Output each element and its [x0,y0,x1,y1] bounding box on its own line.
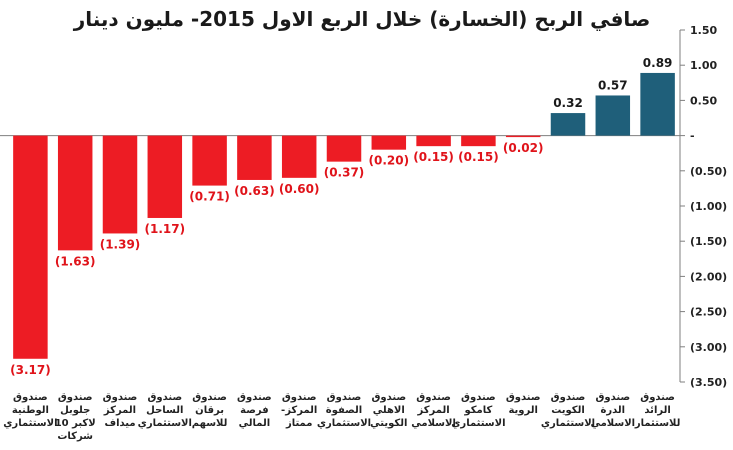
y-tick-label: - [690,130,695,143]
category-label: الاهلي [373,405,405,416]
category-label: صندوق [192,392,227,403]
category-label: لاكبر 10 [55,418,96,429]
y-tick-label: (3.00) [690,341,727,354]
category-label: الكويت [551,405,585,416]
bar-value-label: 0.89 [643,56,673,70]
category-label: صندوق [13,392,48,403]
category-label: صندوق [461,392,496,403]
bar [13,135,48,359]
category-label: الرائد [644,405,670,416]
category-label: الساحل [146,405,183,416]
bar-value-label: (0.71) [189,190,230,204]
category-label: برقان [195,405,224,416]
bar-value-label: 0.57 [598,78,628,92]
bar [102,135,138,234]
bar-value-label: (0.63) [234,184,275,198]
bar [192,135,227,186]
category-label: جلوبل [60,405,90,416]
category-label: الصفوة [326,405,362,416]
y-tick-label: (2.50) [690,306,727,319]
category-label: الاسلامي [590,418,635,429]
bar [595,95,631,136]
category-label: المركز [417,405,450,416]
bar-value-label: (0.37) [324,166,365,180]
value-labels: (3.17) (1.63) (1.39) (1.17) (0.71) (0.63) (0.6… [10,56,672,377]
category-label: الاستثماري [138,418,192,429]
category-label: الاسلامي [411,418,456,429]
chart-title: صافي الربح (الخسارة) خلال الربع الاول 20… [73,7,651,32]
bar [550,113,586,136]
category-label: المالي [239,418,271,429]
category-label: صندوق [640,392,675,403]
y-tick-label: (1.00) [690,200,727,213]
bar-value-label: (0.15) [458,150,499,164]
category-label: صندوق [416,392,451,403]
bar [57,135,93,251]
category-label: فرصة [240,405,269,416]
category-label: صندوق [595,392,630,403]
bar-value-label: (0.15) [413,150,454,164]
bar [237,135,272,180]
category-label: الاستثماري [317,418,371,429]
bar-value-label: (3.17) [10,363,51,377]
category-label: للاسهم [192,418,228,429]
bar [416,135,451,147]
category-label: كامكو [463,405,492,416]
category-label: للاستثمار [634,418,681,429]
y-tick-label: (0.50) [690,165,727,178]
bar-value-label: 0.32 [553,96,583,110]
category-label: الروية [508,405,537,416]
category-label: الاستثماري [3,418,57,429]
category-label: الكويتي [370,418,407,429]
category-label: صندوق [327,392,362,403]
category-label: ممتاز [285,418,313,429]
category-label: صندوق [282,392,317,403]
y-tick-label: 1.50 [690,24,717,37]
y-tick-label: 0.50 [690,94,717,107]
bar-value-label: (0.60) [279,182,320,196]
y-tick-label: (3.50) [690,376,727,389]
bar-value-label: (1.17) [145,222,186,236]
category-label: شركات [57,431,93,442]
category-label: ميداف [104,418,135,429]
category-label: المركز- [281,405,317,416]
bars [13,72,675,359]
bar [505,135,541,138]
bar [147,135,183,218]
y-tick-label: (1.50) [690,235,727,248]
category-label: صندوق [58,392,93,403]
y-tick-label: 1.00 [690,59,717,72]
bar [326,135,362,162]
bar [640,72,675,136]
category-label: صندوق [103,392,138,403]
category-label: صندوق [551,392,586,403]
bar-value-label: (0.02) [503,141,544,155]
bar [371,135,407,150]
category-label: الوطنية [12,405,49,416]
bar-value-label: (1.39) [100,237,141,251]
category-label: الدرة [600,405,625,416]
category-label: الاستثماري [541,418,595,429]
category-label: صندوق [237,392,272,403]
category-label: الاستثماري [451,418,505,429]
category-labels: صندوق الوطنية الاستثماري صندوق جلوبل لاكبر 10… [3,392,680,442]
bar-value-label: (1.63) [55,254,96,268]
y-tick-label: (2.00) [690,270,727,283]
category-label: صندوق [506,392,541,403]
bar [461,135,496,147]
bar-value-label: (0.20) [369,154,410,168]
bar [281,135,317,178]
category-label: المركز [103,405,136,416]
category-label: صندوق [371,392,406,403]
category-label: صندوق [147,392,182,403]
